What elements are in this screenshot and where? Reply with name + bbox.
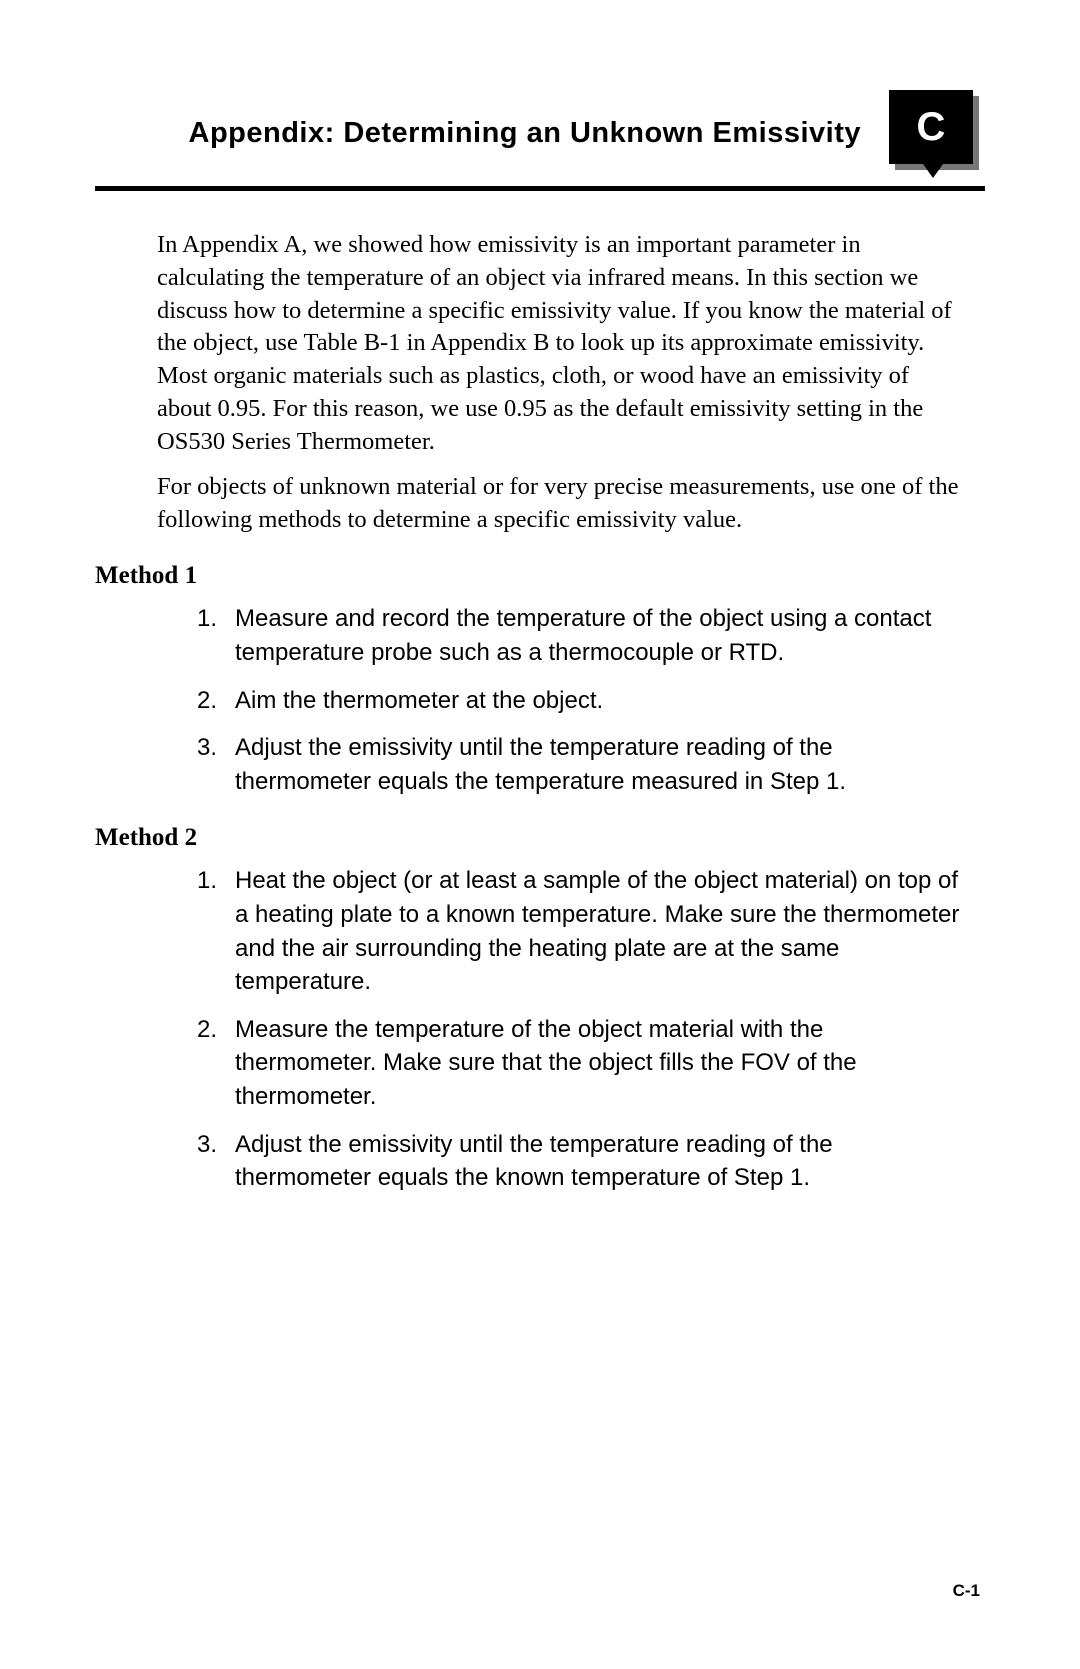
step-number: 1. (187, 864, 217, 998)
list-item: 2. Aim the thermometer at the object. (187, 684, 969, 718)
intro-block: In Appendix A, we showed how emissivity … (157, 229, 969, 536)
list-item: 2. Measure the temperature of the object… (187, 1013, 969, 1114)
list-item: 3. Adjust the emissivity until the tempe… (187, 731, 969, 798)
header-row: Appendix: Determining an Unknown Emissiv… (95, 90, 985, 176)
badge-box: C (889, 90, 973, 164)
step-number: 1. (187, 602, 217, 669)
method-1-steps: 1. Measure and record the temperature of… (187, 602, 969, 798)
badge-letter: C (917, 105, 946, 150)
step-text: Aim the thermometer at the object. (235, 684, 603, 718)
method-heading-2: Method 2 (95, 824, 985, 852)
step-number: 3. (187, 1128, 217, 1195)
page: Appendix: Determining an Unknown Emissiv… (0, 0, 1080, 1669)
list-item: 3. Adjust the emissivity until the tempe… (187, 1128, 969, 1195)
header-rule (95, 186, 985, 191)
step-text: Measure the temperature of the object ma… (235, 1013, 969, 1114)
intro-paragraph-2: For objects of unknown material or for v… (157, 471, 969, 537)
appendix-title: Appendix: Determining an Unknown Emissiv… (189, 117, 862, 150)
page-number: C-1 (953, 1581, 980, 1601)
step-text: Adjust the emissivity until the temperat… (235, 1128, 969, 1195)
step-text: Adjust the emissivity until the temperat… (235, 731, 969, 798)
method-heading-1: Method 1 (95, 562, 985, 590)
step-text: Heat the object (or at least a sample of… (235, 864, 969, 998)
list-item: 1. Heat the object (or at least a sample… (187, 864, 969, 998)
list-item: 1. Measure and record the temperature of… (187, 602, 969, 669)
step-number: 2. (187, 1013, 217, 1114)
step-number: 3. (187, 731, 217, 798)
badge-notch-icon (923, 164, 943, 178)
step-number: 2. (187, 684, 217, 718)
step-text: Measure and record the temperature of th… (235, 602, 969, 669)
appendix-badge: C (889, 90, 985, 176)
method-2-steps: 1. Heat the object (or at least a sample… (187, 864, 969, 1194)
intro-paragraph-1: In Appendix A, we showed how emissivity … (157, 229, 969, 459)
